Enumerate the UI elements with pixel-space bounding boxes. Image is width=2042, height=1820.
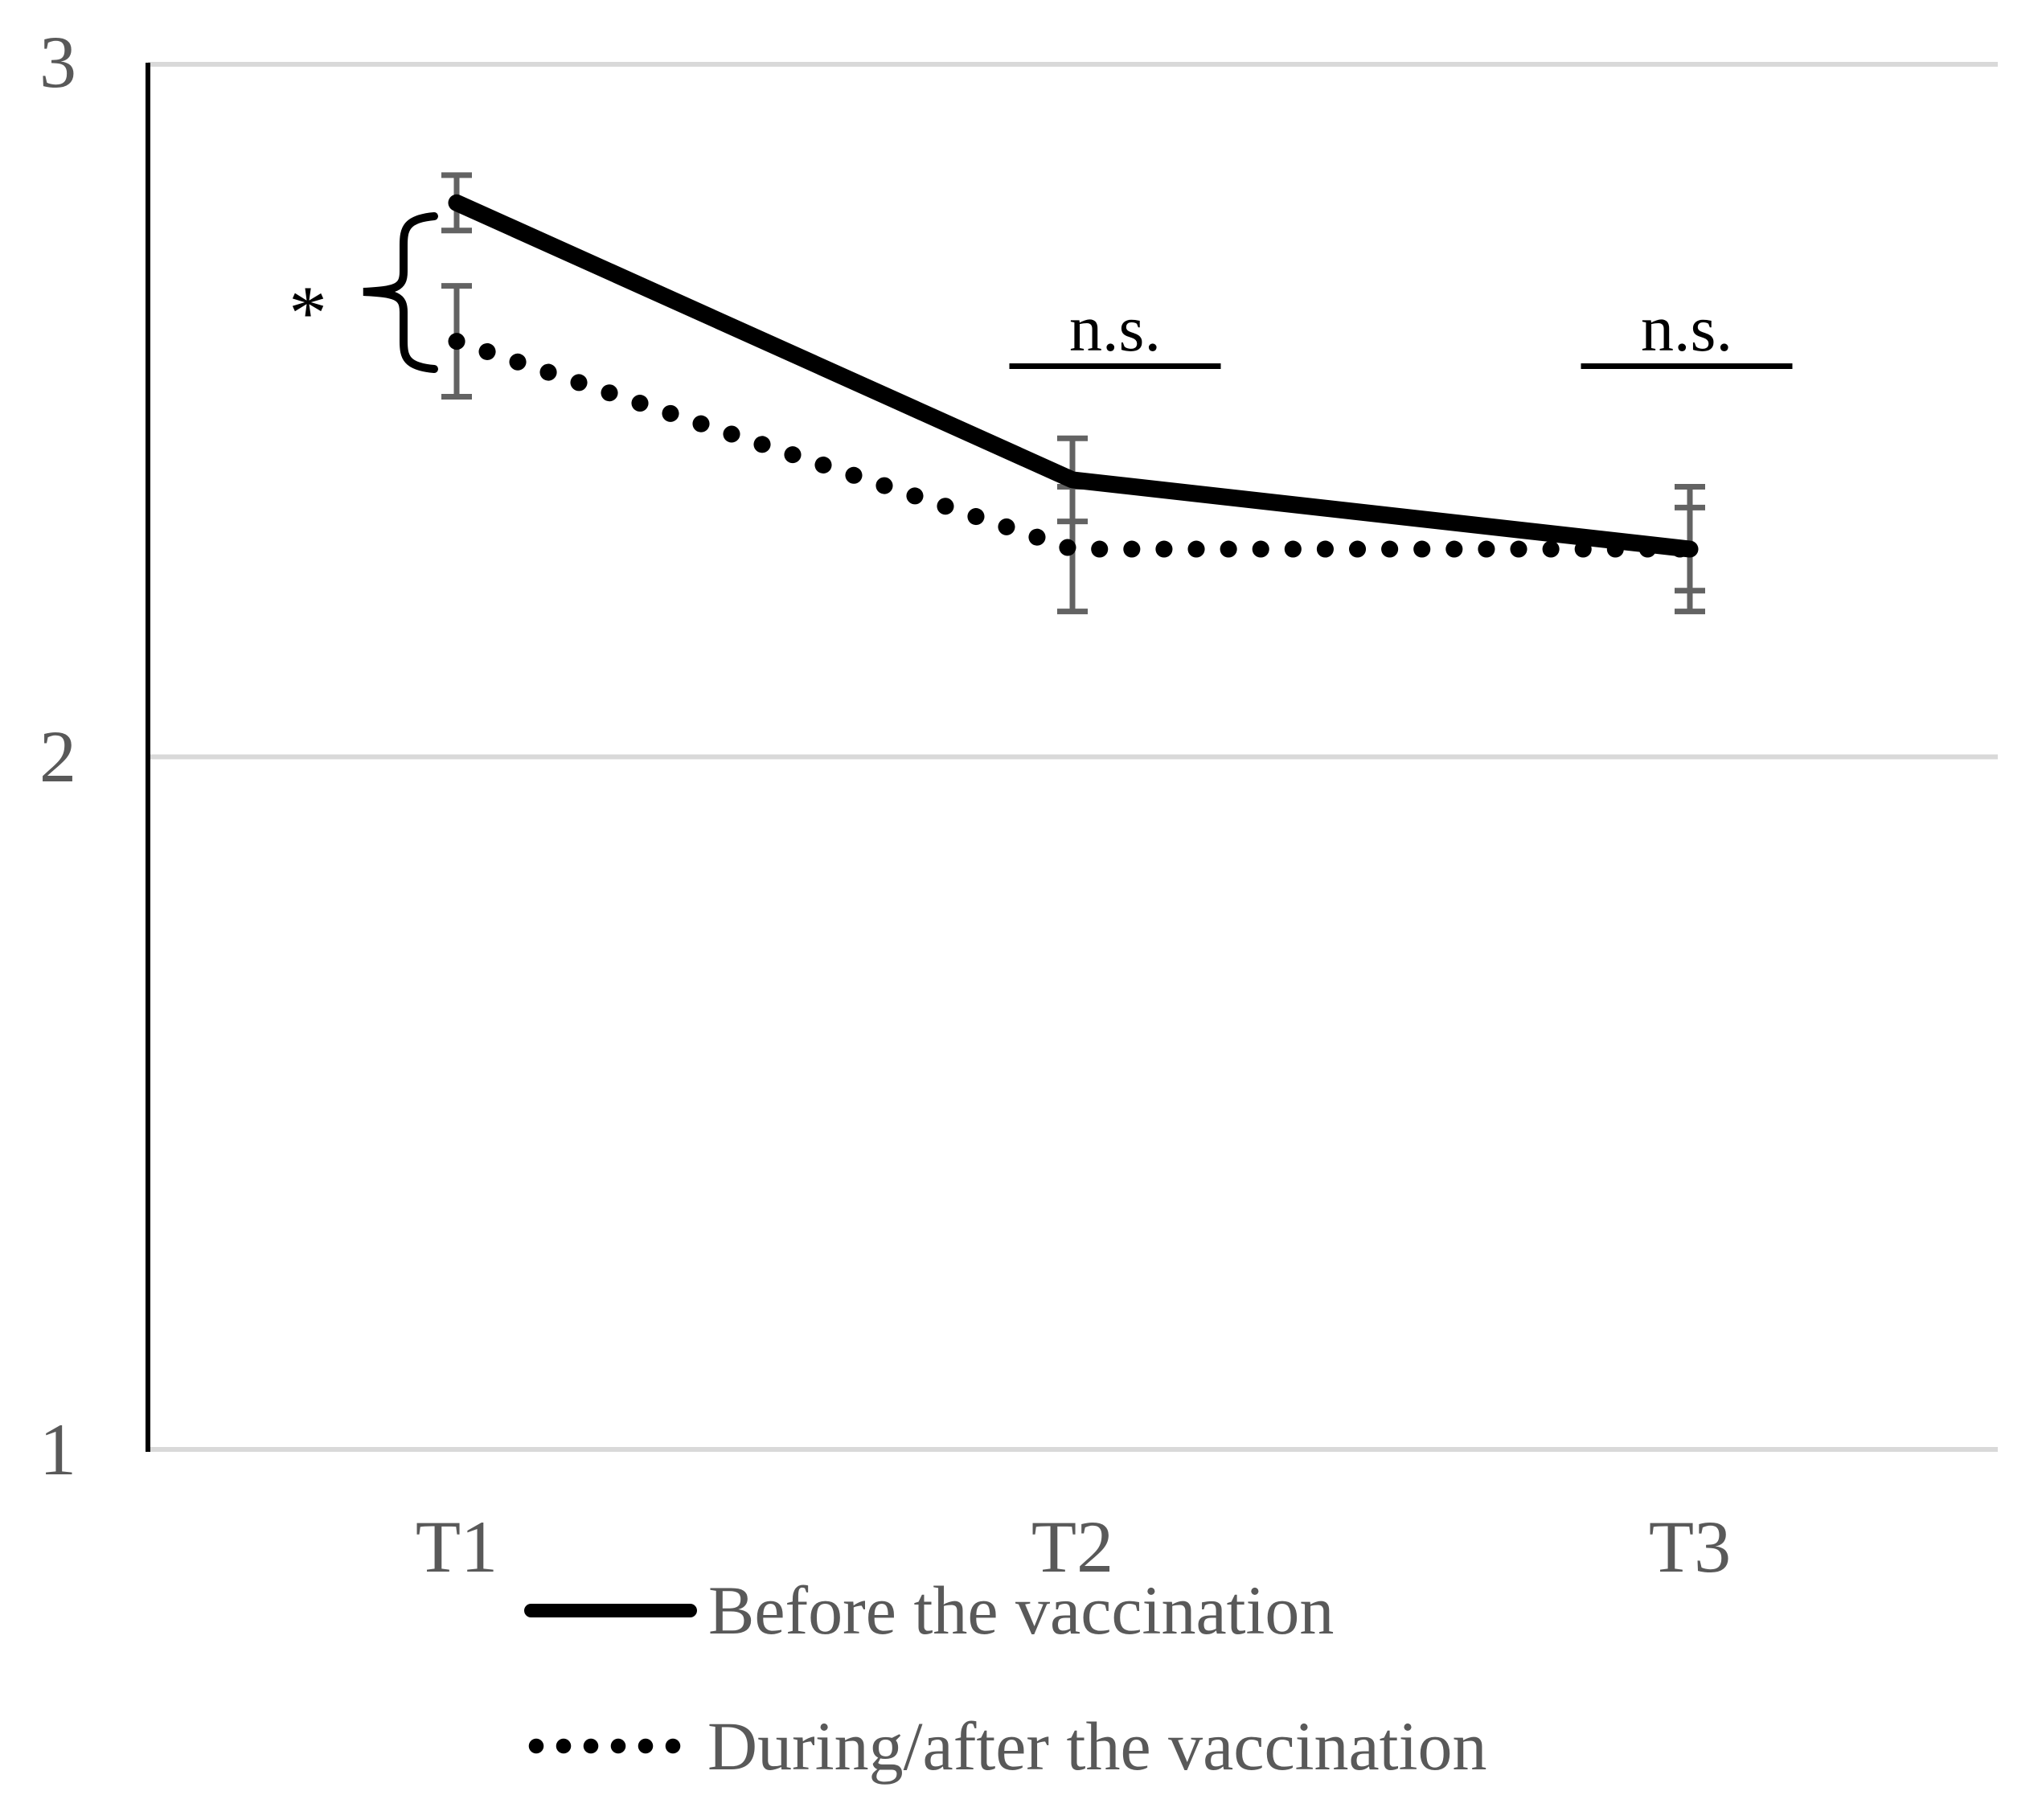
legend-dotted-line-swatch xyxy=(523,1738,683,1754)
legend-item-during-after: During/after the vaccination xyxy=(523,1710,1486,1782)
ns-annotation-t2-underline xyxy=(1009,363,1221,369)
ns-annotation-t3: n.s. xyxy=(1581,296,1793,369)
x-axis-label-t2: T2 xyxy=(1031,1506,1114,1588)
significance-star-t1: * xyxy=(289,270,327,355)
y-axis-tick-2: 2 xyxy=(39,715,76,797)
ns-annotation-t2: n.s. xyxy=(1009,292,1221,369)
series-line-during-after xyxy=(448,333,1699,558)
series-line-before xyxy=(448,194,1699,558)
x-axis-label-t1: T1 xyxy=(415,1506,498,1588)
legend-label-during-after: During/after the vaccination xyxy=(707,1707,1487,1785)
legend-label-before: Before the vaccination xyxy=(708,1572,1335,1649)
y-axis-tick-3: 3 xyxy=(39,21,76,103)
significance-bracket-t1 xyxy=(363,212,438,373)
legend-item-before: Before the vaccination xyxy=(524,1574,1334,1646)
ns-annotation-t3-underline xyxy=(1581,363,1793,369)
y-axis-tick-1: 1 xyxy=(39,1408,76,1490)
x-axis-label-t3: T3 xyxy=(1648,1506,1732,1588)
legend-solid-line-swatch xyxy=(524,1603,697,1617)
ns-annotation-t2-text: n.s. xyxy=(1069,292,1161,365)
ns-annotation-t3-text: n.s. xyxy=(1641,292,1732,365)
